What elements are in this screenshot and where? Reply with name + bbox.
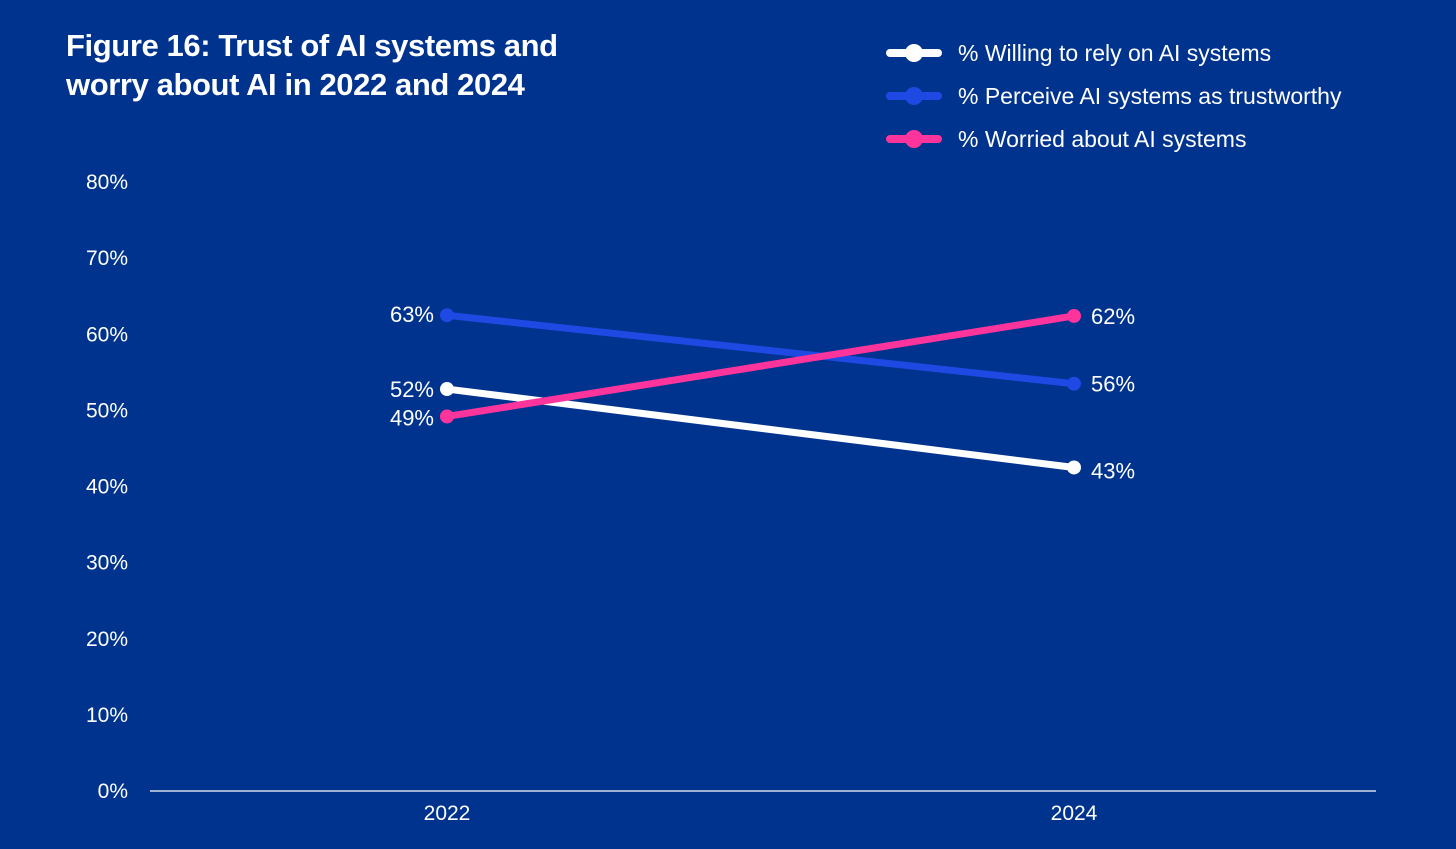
legend: % Willing to rely on AI systems % Percei… <box>886 36 1446 165</box>
legend-label-worried: % Worried about AI systems <box>958 126 1247 152</box>
chart-title: Figure 16: Trust of AI systems and worry… <box>66 26 626 104</box>
data-label-1-2024: 56% <box>1091 372 1135 397</box>
x-tick-label: 2022 <box>424 802 471 825</box>
data-label-2-2024: 62% <box>1091 304 1135 329</box>
chart-title-line-2: worry about AI in 2022 and 2024 <box>66 67 525 102</box>
legend-item-trustworthy[interactable]: % Perceive AI systems as trustworthy <box>886 79 1446 122</box>
y-tick-label: 80% <box>86 171 128 194</box>
data-point-0-2022 <box>440 382 454 397</box>
chart-title-line-1: Figure 16: Trust of AI systems and <box>66 28 558 63</box>
data-point-1-2022 <box>440 308 454 323</box>
legend-swatch-worried <box>886 130 942 148</box>
data-point-2-2024 <box>1067 308 1081 323</box>
data-point-1-2024 <box>1067 376 1081 391</box>
y-tick-label: 60% <box>86 323 128 346</box>
y-tick-label: 70% <box>86 247 128 270</box>
legend-item-willing[interactable]: % Willing to rely on AI systems <box>886 36 1446 79</box>
data-label-0-2024: 43% <box>1091 458 1135 483</box>
y-tick-label: 10% <box>86 704 128 727</box>
legend-swatch-willing <box>886 44 942 62</box>
data-label-0-2022: 52% <box>390 377 434 402</box>
x-tick-label: 2024 <box>1051 802 1098 825</box>
series-line-2 <box>443 312 1078 420</box>
y-tick-label: 20% <box>86 628 128 651</box>
legend-swatch-trustworthy <box>886 87 942 105</box>
legend-label-trustworthy: % Perceive AI systems as trustworthy <box>958 83 1342 109</box>
data-label-1-2022: 63% <box>390 302 434 327</box>
y-tick-label: 30% <box>86 552 128 575</box>
data-point-0-2024 <box>1067 460 1081 475</box>
y-tick-label: 0% <box>98 780 128 803</box>
legend-item-worried[interactable]: % Worried about AI systems <box>886 122 1446 165</box>
data-label-2-2022: 49% <box>390 405 434 430</box>
y-tick-label: 50% <box>86 399 128 422</box>
data-point-2-2022 <box>440 409 454 424</box>
y-tick-label: 40% <box>86 476 128 499</box>
legend-label-willing: % Willing to rely on AI systems <box>958 40 1272 66</box>
series-line-1 <box>443 311 1078 388</box>
